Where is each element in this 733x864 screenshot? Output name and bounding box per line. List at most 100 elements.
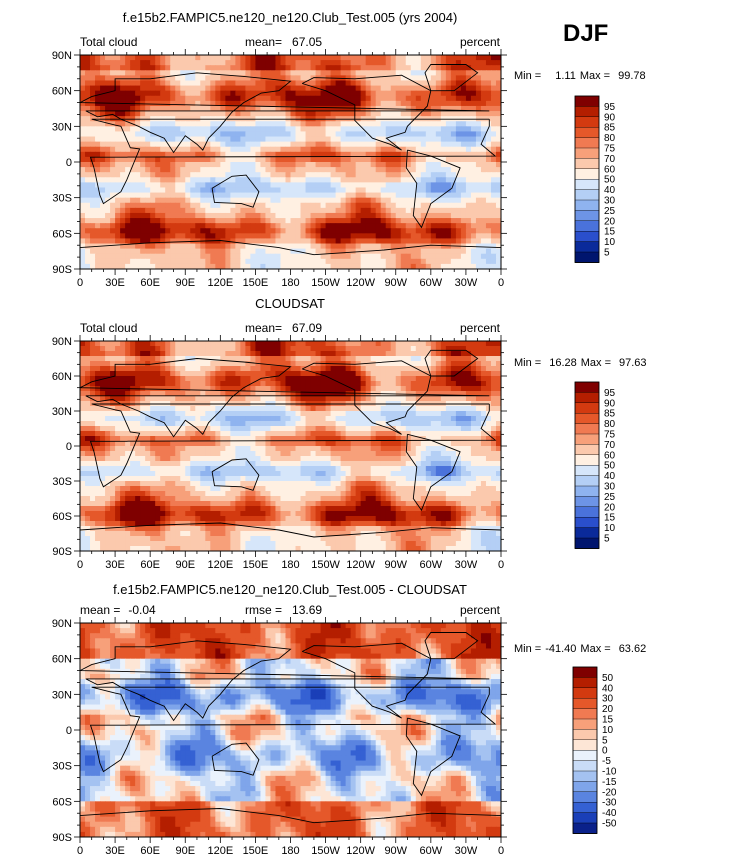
contour-cell — [150, 411, 156, 417]
contour-cell — [455, 406, 462, 412]
contour-cell — [210, 411, 216, 417]
contour-cell — [435, 192, 442, 199]
contour-cell — [320, 386, 327, 392]
contour-cell — [255, 376, 262, 382]
contour-cell — [105, 248, 111, 255]
contour-cell — [205, 162, 211, 168]
contour-cell — [170, 90, 176, 97]
contour-cell — [100, 416, 106, 422]
contour-cell — [455, 65, 462, 71]
contour-cell — [350, 386, 357, 392]
contour-cell — [345, 105, 352, 112]
contour-cell — [115, 406, 121, 412]
contour-cell — [160, 228, 166, 234]
contour-cell — [475, 162, 482, 168]
contour-cell — [330, 223, 337, 229]
contour-cell — [200, 136, 206, 143]
contour-cell — [215, 187, 221, 194]
contour-cell — [105, 80, 111, 87]
contour-cell — [95, 223, 101, 229]
contour-cell — [145, 218, 151, 224]
contour-cell — [360, 121, 367, 127]
contour-cell — [390, 218, 397, 224]
contour-cell — [295, 172, 302, 178]
contour-cell — [235, 100, 241, 107]
contour-cell — [445, 197, 452, 204]
contour-cell — [495, 233, 501, 240]
contour-cell — [390, 95, 397, 102]
contour-cell — [435, 126, 442, 133]
contour-cell — [240, 75, 246, 82]
contour-cell — [230, 126, 236, 133]
contour-cell — [390, 177, 397, 183]
contour-cell — [250, 341, 257, 347]
contour-cell — [245, 263, 251, 269]
contour-cell — [260, 381, 267, 387]
contour-cell — [305, 151, 312, 158]
contour-cell — [445, 238, 452, 245]
contour-cell — [345, 411, 352, 417]
contour-cell — [480, 182, 487, 189]
contour-cell — [100, 146, 106, 153]
x-tick-label: 90E — [175, 277, 195, 289]
contour-cell — [130, 207, 136, 214]
contour-cell — [310, 228, 317, 234]
contour-cell — [250, 105, 257, 112]
contour-cell — [160, 146, 166, 153]
contour-cell — [480, 258, 487, 265]
contour-cell — [460, 258, 467, 265]
contour-cell — [300, 90, 307, 97]
contour-cell — [360, 197, 367, 204]
contour-cell — [335, 167, 342, 173]
contour-cell — [290, 351, 297, 357]
contour-cell — [485, 248, 492, 255]
contour-cell — [445, 95, 452, 102]
contour-cell — [485, 192, 492, 199]
contour-cell — [270, 391, 277, 397]
contour-cell — [180, 346, 186, 352]
contour-cell — [90, 55, 96, 61]
contour-cell — [320, 187, 327, 194]
contour-cell — [485, 162, 492, 168]
contour-cell — [240, 192, 246, 199]
contour-cell — [445, 182, 452, 189]
contour-cell — [465, 167, 472, 173]
contour-cell — [120, 248, 126, 255]
contour-cell — [425, 111, 432, 117]
colorbar-swatch — [574, 168, 600, 180]
contour-cell — [410, 85, 417, 92]
contour-cell — [400, 396, 407, 402]
contour-cell — [195, 146, 201, 153]
contour-cell — [480, 396, 487, 402]
contour-cell — [130, 182, 136, 189]
contour-cell — [415, 136, 422, 143]
contour-cell — [360, 85, 367, 92]
contour-cell — [345, 228, 352, 234]
contour-cell — [230, 346, 236, 352]
contour-cell — [160, 90, 166, 97]
contour-cell — [325, 90, 332, 97]
contour-cell — [460, 396, 467, 402]
contour-cell — [330, 80, 337, 87]
contour-cell — [465, 351, 472, 357]
contour-cell — [460, 167, 467, 173]
contour-cell — [160, 223, 166, 229]
contour-cell — [370, 60, 377, 66]
contour-cell — [160, 197, 166, 204]
contour-cell — [405, 111, 412, 117]
contour-cell — [460, 223, 467, 229]
contour-cell — [220, 75, 226, 82]
contour-cell — [335, 121, 342, 127]
contour-cell — [175, 223, 181, 229]
contour-cell — [315, 95, 322, 102]
contour-cell — [460, 411, 467, 417]
contour-cell — [255, 80, 262, 87]
contour-cell — [335, 192, 342, 199]
contour-cell — [405, 351, 412, 357]
contour-cell — [175, 207, 181, 214]
contour-cell — [185, 228, 191, 234]
contour-cell — [405, 341, 412, 347]
contour-cell — [280, 146, 287, 153]
contour-cell — [285, 151, 292, 158]
contour-cell — [300, 228, 307, 234]
